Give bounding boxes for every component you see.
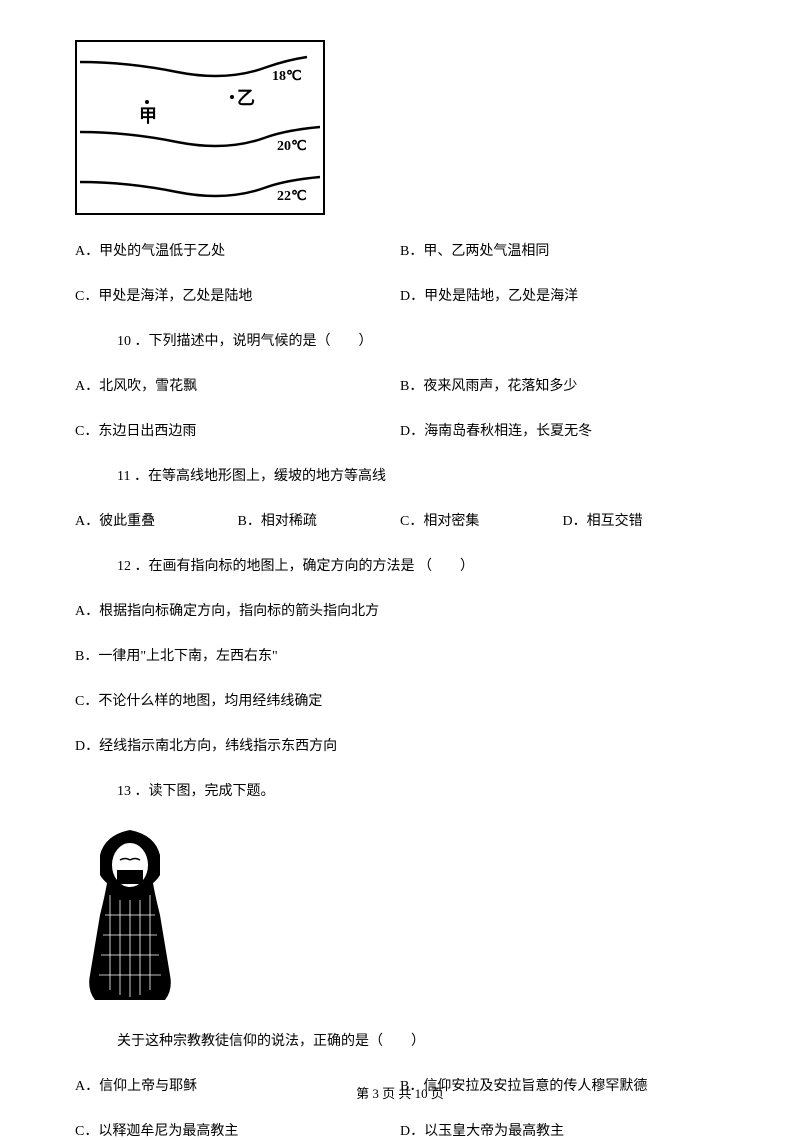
q10-option-d: D．海南岛春秋相连，长夏无冬 [400, 420, 725, 440]
point-yi-label: 乙 [237, 88, 255, 108]
q11-options-row: A．彼此重叠 B．相对稀疏 C．相对密集 D．相互交错 [75, 510, 725, 530]
q12-option-a: A．根据指向标确定方向，指向标的箭头指向北方 [75, 600, 725, 620]
q12-option-c: C．不论什么样的地图，均用经纬线确定 [75, 690, 725, 710]
q10-option-c: C．东边日出西边雨 [75, 420, 400, 440]
q9-options-row1: A．甲处的气温低于乙处 B．甲、乙两处气温相同 [75, 240, 725, 260]
q9-options-row2: C．甲处是海洋，乙处是陆地 D．甲处是陆地，乙处是海洋 [75, 285, 725, 305]
q11-option-d: D．相互交错 [563, 510, 726, 530]
temp-label-22: 22℃ [277, 189, 307, 204]
q10-options-row2: C．东边日出西边雨 D．海南岛春秋相连，长夏无冬 [75, 420, 725, 440]
temp-label-18: 18℃ [272, 69, 302, 84]
q13-options-row2: C．以释迦牟尼为最高教主 D．以玉皇大帝为最高教主 [75, 1120, 725, 1140]
q13-option-c: C．以释迦牟尼为最高教主 [75, 1120, 400, 1140]
q11-option-b: B．相对稀疏 [238, 510, 401, 530]
q9-option-a: A．甲处的气温低于乙处 [75, 240, 400, 260]
q13-subtext: 关于这种宗教教徒信仰的说法，正确的是（ ） [117, 1030, 725, 1050]
q10-option-a: A．北风吹，雪花飘 [75, 375, 400, 395]
q11-text: 11 ．在等高线地形图上，缓坡的地方等高线 [117, 465, 725, 485]
religious-figure-image [75, 825, 185, 1005]
page-footer: 第 3 页 共 10 页 [0, 1083, 800, 1102]
q10-option-b: B．夜来风雨声，花落知多少 [400, 375, 725, 395]
figure-svg [75, 825, 185, 1005]
point-yi-dot [230, 95, 234, 99]
q12-option-b: B．一律用"上北下南，左西右东" [75, 645, 725, 665]
q9-option-b: B．甲、乙两处气温相同 [400, 240, 725, 260]
q11-option-a: A．彼此重叠 [75, 510, 238, 530]
q9-option-d: D．甲处是陆地，乙处是海洋 [400, 285, 725, 305]
q11-option-c: C．相对密集 [400, 510, 563, 530]
q13-text: 13 ．读下图，完成下题。 [117, 780, 725, 800]
isotherm-svg: 18℃ 20℃ 22℃ 甲 乙 [77, 42, 323, 213]
q12-text: 12 ．在画有指向标的地图上，确定方向的方法是 （ ） [117, 555, 725, 575]
isotherm-diagram: 18℃ 20℃ 22℃ 甲 乙 [75, 40, 325, 215]
q10-text: 10 ．下列描述中，说明气候的是（ ） [117, 330, 725, 350]
point-jia-label: 甲 [139, 106, 157, 126]
q10-options-row1: A．北风吹，雪花飘 B．夜来风雨声，花落知多少 [75, 375, 725, 395]
figure-veil [117, 870, 143, 884]
point-jia-dot [145, 100, 149, 104]
temp-label-20: 20℃ [277, 139, 307, 154]
q12-option-d: D．经线指示南北方向，纬线指示东西方向 [75, 735, 725, 755]
q13-option-d: D．以玉皇大帝为最高教主 [400, 1120, 725, 1140]
q9-option-c: C．甲处是海洋，乙处是陆地 [75, 285, 400, 305]
